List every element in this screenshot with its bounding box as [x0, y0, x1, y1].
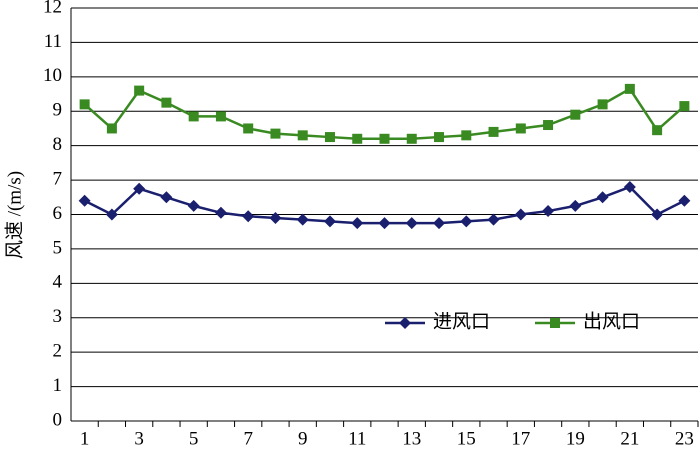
marker [679, 101, 690, 112]
marker [405, 217, 418, 230]
marker [188, 111, 199, 122]
marker [433, 217, 446, 230]
marker [134, 85, 145, 96]
legend-label: 出风口 [583, 310, 640, 332]
y-tick-label: 7 [53, 168, 63, 189]
marker [460, 215, 473, 228]
series-line [83, 87, 686, 141]
y-tick-label: 9 [53, 100, 63, 121]
marker [160, 191, 173, 204]
marker [242, 210, 255, 223]
marker [79, 99, 90, 110]
marker [378, 217, 391, 230]
y-tick-label: 0 [53, 409, 63, 430]
y-tick-label: 4 [53, 272, 63, 293]
y-tick-label: 8 [53, 134, 63, 155]
x-tick-label: 7 [243, 428, 253, 449]
marker [623, 180, 636, 193]
marker [78, 194, 91, 207]
marker [106, 123, 117, 134]
x-tick-label: 9 [298, 428, 308, 449]
marker [161, 97, 172, 108]
y-axis-label: 风速 /(m/s) [3, 171, 25, 259]
x-tick-label: 1 [80, 428, 90, 449]
x-tick-label: 23 [675, 428, 694, 449]
x-tick-label: 21 [620, 428, 639, 449]
x-tick-label: 13 [402, 428, 421, 449]
x-tick-label: 3 [134, 428, 144, 449]
y-tick-label: 11 [44, 31, 62, 52]
marker [570, 109, 581, 120]
marker [543, 120, 554, 131]
y-tick-label: 1 [53, 375, 63, 396]
marker [596, 191, 609, 204]
marker [379, 133, 390, 144]
x-tick-label: 15 [457, 428, 476, 449]
marker [514, 208, 527, 221]
x-tick-label: 19 [566, 428, 585, 449]
marker [624, 83, 635, 94]
y-tick-label: 10 [43, 65, 62, 86]
y-tick-label: 6 [53, 203, 63, 224]
marker [515, 123, 526, 134]
marker [243, 123, 254, 134]
marker [297, 130, 308, 141]
x-tick-label: 5 [189, 428, 199, 449]
marker [678, 194, 691, 207]
marker [324, 132, 335, 143]
marker [323, 215, 336, 228]
marker [406, 133, 417, 144]
legend-marker [399, 317, 411, 329]
marker [542, 205, 555, 218]
legend-marker [550, 318, 560, 328]
marker [352, 133, 363, 144]
marker [187, 199, 200, 212]
marker [270, 128, 281, 139]
legend-label: 进风口 [433, 310, 490, 332]
x-tick-label: 11 [348, 428, 366, 449]
marker [461, 130, 472, 141]
marker [214, 206, 227, 219]
marker [434, 132, 445, 143]
y-tick-label: 3 [53, 306, 63, 327]
marker [269, 211, 282, 224]
x-tick-label: 17 [511, 428, 530, 449]
marker [351, 217, 364, 230]
y-tick-label: 5 [53, 237, 63, 258]
marker [296, 213, 309, 226]
y-tick-label: 2 [53, 341, 63, 362]
marker [105, 208, 118, 221]
marker [597, 99, 608, 110]
y-tick-label: 12 [43, 0, 62, 17]
marker [215, 111, 226, 122]
marker [488, 126, 499, 137]
marker [651, 208, 664, 221]
marker [487, 213, 500, 226]
marker [133, 182, 146, 195]
marker [652, 125, 663, 136]
marker [569, 199, 582, 212]
